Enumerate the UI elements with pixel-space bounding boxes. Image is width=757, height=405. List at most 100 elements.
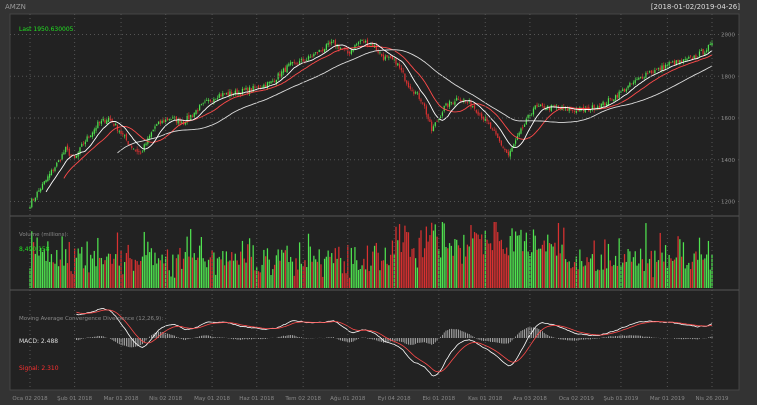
volume-bar <box>109 253 111 288</box>
x-tick-label: Nis 26 2019 <box>696 396 730 402</box>
volume-bar <box>425 226 427 288</box>
candle-body <box>90 135 92 138</box>
candle-body <box>631 83 633 85</box>
volume-bar <box>493 222 495 288</box>
candle-body <box>348 52 351 54</box>
candle-body <box>38 190 40 192</box>
volume-bar <box>243 258 245 288</box>
volume-bar <box>304 260 306 288</box>
candle-body <box>481 113 483 119</box>
candle-body <box>191 115 194 117</box>
candle-body <box>495 130 497 135</box>
candle-body <box>309 56 311 58</box>
volume-bar <box>132 270 135 288</box>
volume-bar <box>529 255 531 288</box>
candle-body <box>347 49 349 54</box>
volume-bar <box>357 269 360 288</box>
candle-body <box>148 135 151 139</box>
candle-body <box>231 92 233 95</box>
volume-bar <box>614 255 617 288</box>
volume-bar <box>181 268 183 288</box>
candle-body <box>66 145 69 150</box>
volume-bar <box>429 235 431 288</box>
candle-body <box>272 80 274 82</box>
volume-bar <box>554 242 556 288</box>
volume-bar <box>627 249 629 288</box>
candle-body <box>86 136 88 142</box>
volume-bar <box>657 260 660 288</box>
volume-bar <box>466 244 469 288</box>
candle-body <box>568 108 570 111</box>
candle-body <box>216 97 219 99</box>
volume-bar <box>238 264 240 288</box>
volume-bar <box>659 232 661 288</box>
volume-bar <box>395 226 397 288</box>
volume-bar <box>547 234 549 288</box>
volume-bar <box>177 254 179 288</box>
volume-bar <box>648 258 651 288</box>
candle-body <box>56 162 58 167</box>
candle-body <box>286 65 288 73</box>
candle-body <box>384 56 386 60</box>
candle-body <box>106 120 108 125</box>
candle-body <box>518 132 520 136</box>
candle-body <box>463 99 465 102</box>
volume-bar <box>532 229 535 288</box>
candle-body <box>620 91 622 93</box>
volume-bar <box>477 234 479 288</box>
candle-body <box>536 104 538 107</box>
volume-bar <box>295 258 297 288</box>
volume-bar <box>379 270 381 288</box>
volume-bar <box>482 254 485 288</box>
candle-body <box>120 130 122 134</box>
candle-body <box>352 49 354 52</box>
volume-bar <box>516 235 519 288</box>
candle-body <box>659 67 661 71</box>
volume-bar <box>634 251 636 288</box>
candle-body <box>461 100 463 101</box>
volume-bar <box>609 260 611 288</box>
candle-body <box>447 103 449 108</box>
volume-bar <box>595 270 597 288</box>
volume-bar <box>581 261 583 288</box>
volume-bar <box>68 241 70 288</box>
candle-body <box>657 68 660 69</box>
volume-bar <box>234 253 236 288</box>
volume-bar <box>561 244 563 288</box>
volume-bar <box>618 238 620 288</box>
candle-body <box>361 39 363 41</box>
candle-body <box>134 149 136 151</box>
candle-body <box>679 60 681 64</box>
volume-bar <box>623 254 626 288</box>
candle-body <box>229 91 231 96</box>
candle-body <box>316 52 319 54</box>
candle-body <box>686 58 688 61</box>
candle-body <box>509 150 511 157</box>
volume-bar <box>281 249 283 288</box>
candle-body <box>672 61 674 63</box>
volume-bar <box>541 244 544 288</box>
candle-body <box>381 53 383 56</box>
candle-body <box>197 110 199 112</box>
volume-bar <box>691 261 693 288</box>
volume-bar <box>577 269 579 288</box>
candle-body <box>611 99 613 101</box>
candle-body <box>97 121 99 129</box>
volume-bar <box>589 258 592 288</box>
x-tick-label: Oca 02 2019 <box>559 396 595 402</box>
candle-body <box>441 112 444 116</box>
candle-body <box>627 85 629 89</box>
candle-body <box>470 101 472 107</box>
volume-bar <box>88 272 90 288</box>
volume-bar <box>336 258 338 288</box>
volume-bar <box>407 232 410 288</box>
candle-body <box>645 72 647 78</box>
candle-body <box>41 183 44 190</box>
volume-bar <box>443 223 445 288</box>
volume-bar <box>668 254 670 288</box>
volume-bar <box>107 253 110 288</box>
volume-bar <box>277 249 279 288</box>
candle-body <box>227 92 229 96</box>
volume-bar <box>209 257 211 288</box>
volume-bar <box>352 263 354 288</box>
